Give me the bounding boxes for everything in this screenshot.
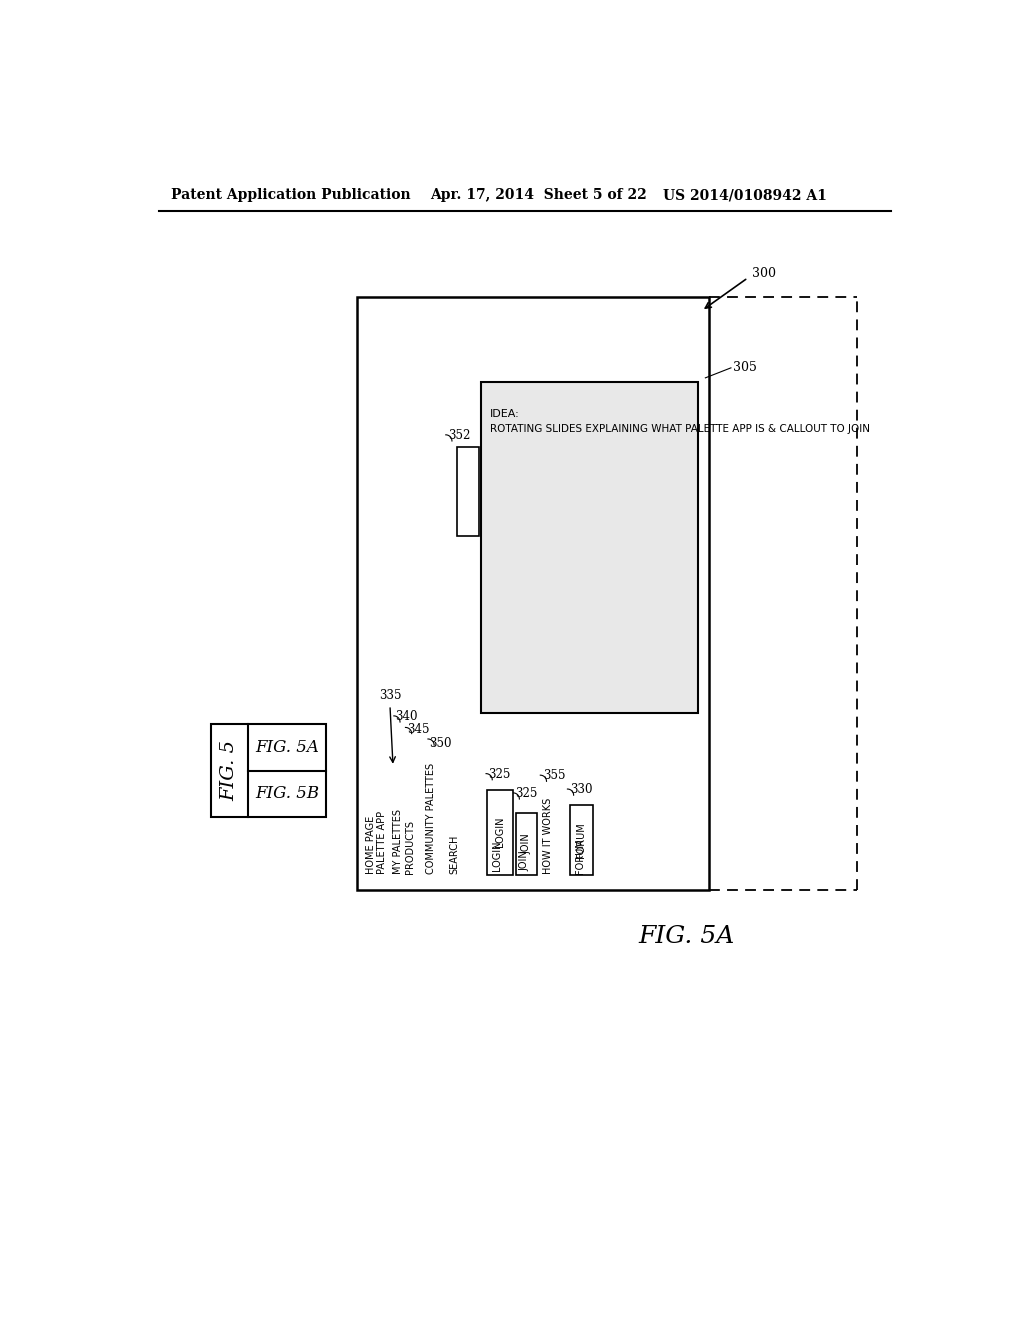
Text: 355: 355 (543, 770, 565, 783)
Text: ROTATING SLIDES EXPLAINING WHAT PALETTE APP IS & CALLOUT TO JOIN: ROTATING SLIDES EXPLAINING WHAT PALETTE … (489, 424, 870, 434)
Text: Apr. 17, 2014  Sheet 5 of 22: Apr. 17, 2014 Sheet 5 of 22 (430, 189, 647, 202)
Bar (515, 813, 538, 875)
Text: FORUM: FORUM (575, 838, 585, 875)
Bar (356, 297, 710, 890)
Text: SEARCH: SEARCH (450, 836, 460, 875)
Text: FIG. 5A: FIG. 5A (638, 924, 734, 948)
Text: HOW IT WORKS: HOW IT WORKS (543, 799, 553, 875)
Text: LOGIN: LOGIN (495, 817, 505, 847)
Text: MY PALETTES: MY PALETTES (393, 809, 403, 875)
Text: 325: 325 (488, 768, 511, 781)
Text: 305: 305 (732, 362, 757, 375)
Bar (486, 789, 513, 875)
Bar (458, 447, 479, 536)
Text: PRODUCTS: PRODUCTS (404, 821, 415, 875)
Text: COMMUNITY PALETTES: COMMUNITY PALETTES (426, 763, 436, 875)
Text: PALETTE APP: PALETTE APP (377, 812, 387, 875)
Text: 345: 345 (407, 723, 429, 737)
Text: Patent Application Publication: Patent Application Publication (171, 189, 411, 202)
Text: JOIN: JOIN (521, 833, 531, 854)
Text: FIG. 5: FIG. 5 (220, 741, 239, 801)
Text: FIG. 5B: FIG. 5B (255, 785, 318, 803)
Bar (569, 805, 593, 875)
Text: US 2014/0108942 A1: US 2014/0108942 A1 (663, 189, 826, 202)
Bar (211, 725, 326, 817)
Text: 350: 350 (429, 737, 452, 750)
Text: 340: 340 (395, 710, 418, 723)
Text: LOGIN: LOGIN (493, 840, 502, 871)
Text: 352: 352 (449, 429, 470, 442)
Text: 300: 300 (752, 268, 776, 280)
Text: 325: 325 (515, 787, 538, 800)
Text: FIG. 5A: FIG. 5A (255, 739, 318, 756)
Text: 330: 330 (569, 783, 592, 796)
Text: HOME PAGE: HOME PAGE (366, 816, 376, 875)
Text: JOIN: JOIN (519, 850, 529, 871)
Text: FORUM: FORUM (577, 822, 587, 858)
Text: 335: 335 (379, 689, 401, 702)
Bar (480, 381, 697, 713)
Text: IDEA:: IDEA: (489, 409, 519, 418)
